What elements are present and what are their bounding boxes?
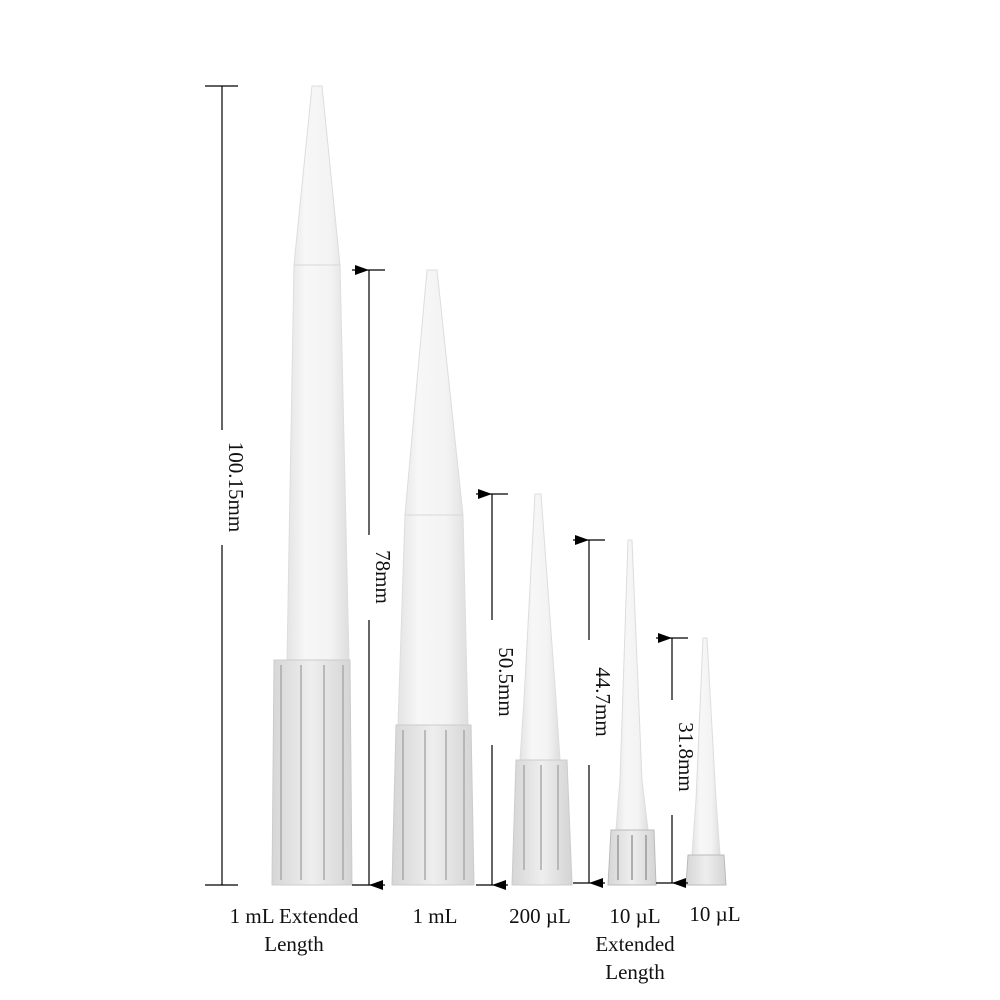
dimension-label: 78mm	[371, 550, 395, 604]
caption-line: Length	[264, 932, 324, 956]
dimension-label: 44.7mm	[591, 667, 615, 736]
caption-line: Extended	[595, 932, 675, 956]
caption-line: 200 µL	[509, 904, 571, 928]
tip-10ul-extended	[607, 539, 657, 886]
caption-line: 1 mL	[412, 904, 458, 928]
dimension-label: 100.15mm	[224, 442, 248, 532]
caption-line: 10 µL	[609, 904, 661, 928]
tip-1ml-extended	[271, 85, 353, 886]
tip-caption: 1 mL Extended Length	[214, 902, 374, 958]
caption-line: 1 mL Extended	[229, 904, 359, 928]
dimension-label: 50.5mm	[494, 647, 518, 716]
tip-caption: 200 µL	[500, 902, 580, 930]
tip-10ul	[685, 637, 727, 886]
caption-line: 10 µL	[689, 902, 741, 926]
caption-line: Length	[605, 960, 665, 984]
tip-1ml	[391, 269, 475, 886]
tip-caption: 1 mL	[395, 902, 475, 930]
dimension-lines	[205, 85, 688, 890]
tip-200ul	[511, 493, 573, 886]
tip-caption: 10 µL	[675, 900, 755, 928]
tip-caption: 10 µL Extended Length	[585, 902, 685, 986]
dimension-label: 31.8mm	[674, 722, 698, 791]
